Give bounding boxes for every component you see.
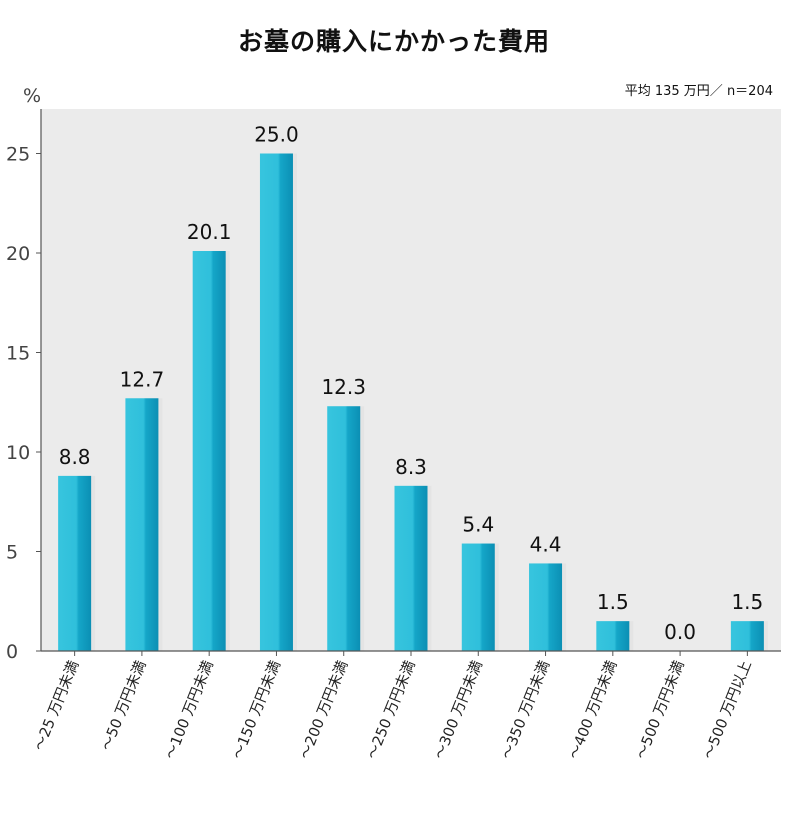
y-axis: 0 5 10 15 20 25 [6, 109, 42, 663]
bar-value-label: 1.5 [597, 590, 629, 614]
bar-value-label: 8.3 [395, 455, 427, 479]
x-category-label: ～500 万円未満 [633, 658, 688, 762]
x-category-label: ～350 万円未満 [498, 658, 553, 762]
bars: 8.8 12.7 20.1 25.0 12.3 8.3 5.4 4.4 1.5 0.0 1.5 [58, 123, 768, 651]
y-tick-label: 15 [6, 343, 30, 365]
bar [327, 406, 361, 651]
bar [192, 251, 226, 651]
x-category-label: ～100 万円未満 [162, 658, 217, 762]
x-category-label: ～250 万円未満 [364, 658, 419, 762]
bar-value-label: 12.3 [321, 375, 366, 399]
y-tick-label: 25 [6, 144, 30, 166]
x-category-label: ～300 万円未満 [431, 658, 486, 762]
x-category-label: ～400 万円未満 [566, 658, 621, 762]
chart-note: 平均 135 万円／ n＝204 [625, 84, 773, 99]
bar [730, 621, 764, 651]
x-axis: ～25 万円未満 ～50 万円未満 ～100 万円未満 ～150 万円未満 ～200 万… [31, 650, 781, 762]
bar [596, 621, 630, 651]
bar-value-label: 0.0 [664, 620, 696, 644]
y-tick-label: 10 [6, 442, 30, 464]
y-tick-label: 0 [6, 641, 18, 663]
x-category-label: ～150 万円未満 [229, 658, 284, 762]
x-category-label: ～50 万円未満 [98, 658, 150, 753]
bar [58, 475, 92, 651]
bar-value-label: 5.4 [462, 513, 494, 537]
x-category-label: ～25 万円未満 [31, 658, 83, 753]
bar-value-label: 25.0 [254, 123, 299, 147]
y-axis-unit-label: % [23, 85, 41, 107]
chart-title: お墓の購入にかかった費用 [237, 27, 550, 56]
bar-value-label: 8.8 [59, 445, 91, 469]
bar [461, 543, 495, 651]
bar-value-label: 4.4 [530, 532, 562, 556]
y-tick-label: 5 [6, 542, 18, 564]
bar [529, 563, 563, 651]
x-category-label: ～200 万円未満 [296, 658, 351, 762]
bar [125, 398, 159, 651]
bar [394, 485, 428, 651]
bar [259, 153, 293, 651]
bar-value-label: 12.7 [120, 367, 165, 391]
bar-value-label: 1.5 [731, 590, 763, 614]
y-tick-label: 20 [6, 243, 30, 265]
bar-value-label: 20.1 [187, 220, 232, 244]
x-category-label: ～500 万円以上 [700, 658, 755, 762]
